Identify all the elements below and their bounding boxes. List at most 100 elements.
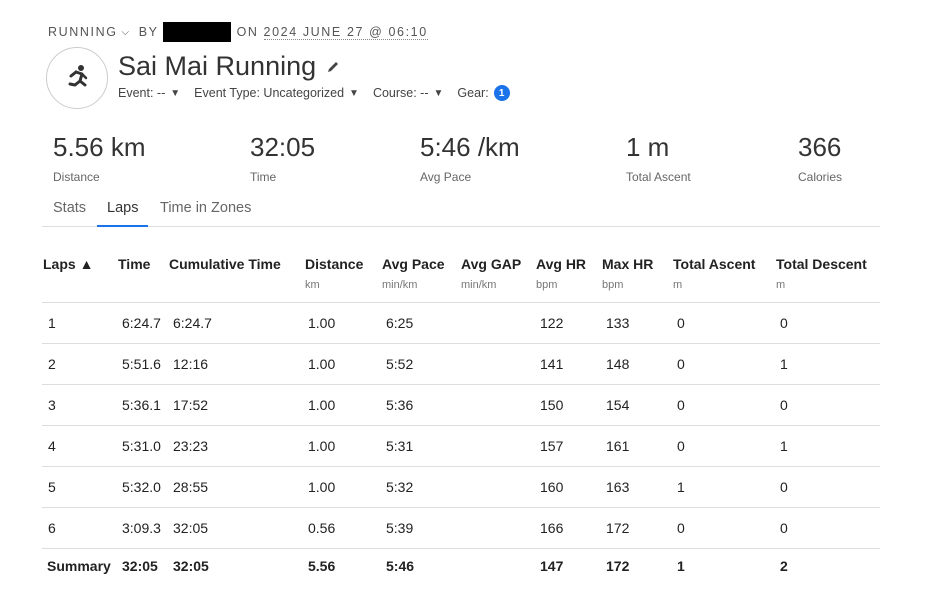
column-header-total-descent[interactable]: Total Descent m xyxy=(776,256,867,291)
activity-type-avatar xyxy=(46,47,108,109)
cell-time: 6:24.7 xyxy=(122,315,161,331)
cell-total-descent: 0 xyxy=(780,397,788,413)
cell-lap: 6 xyxy=(48,520,56,536)
gear-count-badge[interactable]: 1 xyxy=(493,85,510,101)
activity-datetime[interactable]: 2024 JUNE 27 @ 06:10 xyxy=(263,24,428,40)
cell-cumulative-time: 23:23 xyxy=(173,438,209,454)
chevron-down-icon[interactable]: ⌵ xyxy=(121,26,131,38)
cell-time: 5:31.0 xyxy=(122,438,161,454)
activity-meta: Event: -- ▼ Event Type: Uncategorized ▼ … xyxy=(118,85,524,101)
column-header-time[interactable]: Time xyxy=(118,256,151,272)
stat-time: 32:05 Time xyxy=(250,132,315,184)
summary-row: Summary 32:05 32:05 5.56 5:46 147 172 1 … xyxy=(42,549,880,589)
cell-avg-hr: 141 xyxy=(540,356,564,372)
cell-avg-hr: 150 xyxy=(540,397,564,413)
cell-avg-pace: 5:46 xyxy=(386,558,415,574)
stat-label: Time xyxy=(250,170,277,184)
cell-total-descent: 0 xyxy=(780,520,788,536)
stat-value: 366 xyxy=(798,132,842,162)
by-label: BY xyxy=(138,25,159,39)
cell-max-hr: 148 xyxy=(606,356,630,372)
cell-time: 5:32.0 xyxy=(122,479,161,495)
cell-distance: 1.00 xyxy=(308,397,336,413)
cell-max-hr: 163 xyxy=(606,479,630,495)
cell-avg-hr: 160 xyxy=(540,479,564,495)
column-header-distance[interactable]: Distance km xyxy=(305,256,364,291)
table-row: 3 5:36.1 17:52 1.00 5:36 150 154 0 0 xyxy=(42,385,880,426)
cell-total-ascent: 1 xyxy=(677,558,685,574)
tab-laps[interactable]: Laps xyxy=(97,200,149,227)
column-header-laps[interactable]: Laps ▲ xyxy=(43,256,94,272)
column-header-cumulative-time[interactable]: Cumulative Time xyxy=(169,256,281,272)
cell-avg-pace: 5:52 xyxy=(386,356,414,372)
table-row: 2 5:51.6 12:16 1.00 5:52 141 148 0 1 xyxy=(42,344,880,385)
on-label: ON xyxy=(236,25,259,39)
cell-lap: 1 xyxy=(48,315,56,331)
course-dropdown[interactable]: Course: -- ▼ xyxy=(373,86,443,100)
cell-total-descent: 1 xyxy=(780,438,788,454)
activity-tabs: Stats Laps Time in Zones xyxy=(42,195,880,227)
stat-value: 1 m xyxy=(626,132,670,162)
cell-cumulative-time: 28:55 xyxy=(173,479,209,495)
cell-cumulative-time: 32:05 xyxy=(173,520,209,536)
cell-cumulative-time: 6:24.7 xyxy=(173,315,212,331)
cell-time: 5:51.6 xyxy=(122,356,161,372)
laps-table: Laps ▲ Time Cumulative Time Distance km A… xyxy=(42,252,880,589)
cell-avg-hr: 147 xyxy=(540,558,564,574)
table-row: 6 3:09.3 32:05 0.56 5:39 166 172 0 0 xyxy=(42,508,880,549)
cell-cumulative-time: 12:16 xyxy=(173,356,209,372)
event-dropdown[interactable]: Event: -- ▼ xyxy=(118,86,180,100)
stat-label: Calories xyxy=(798,170,843,184)
stat-label: Distance xyxy=(53,170,100,184)
stat-label: Total Ascent xyxy=(626,170,691,184)
column-header-avg-gap[interactable]: Avg GAP min/km xyxy=(461,256,522,291)
cell-lap: 4 xyxy=(48,438,56,454)
event-type-dropdown[interactable]: Event Type: Uncategorized ▼ xyxy=(194,86,359,100)
cell-avg-pace: 5:39 xyxy=(386,520,414,536)
cell-avg-hr: 157 xyxy=(540,438,564,454)
running-person-icon xyxy=(68,65,88,87)
cell-cumulative-time: 17:52 xyxy=(173,397,209,413)
tab-time-in-zones[interactable]: Time in Zones xyxy=(160,200,252,216)
column-header-total-ascent[interactable]: Total Ascent m xyxy=(673,256,756,291)
cell-total-descent: 0 xyxy=(780,315,788,331)
tab-stats[interactable]: Stats xyxy=(53,200,87,216)
cell-total-descent: 1 xyxy=(780,356,788,372)
cell-distance: 1.00 xyxy=(308,438,336,454)
cell-distance: 0.56 xyxy=(308,520,336,536)
cell-lap: 5 xyxy=(48,479,56,495)
cell-max-hr: 172 xyxy=(606,520,630,536)
cell-max-hr: 161 xyxy=(606,438,630,454)
cell-cumulative-time: 32:05 xyxy=(173,558,209,574)
pencil-icon[interactable] xyxy=(326,60,340,74)
stat-distance: 5.56 km Distance xyxy=(53,132,146,184)
stat-value: 5.56 km xyxy=(53,132,146,162)
cell-total-descent: 2 xyxy=(780,558,788,574)
cell-max-hr: 154 xyxy=(606,397,630,413)
column-header-max-hr[interactable]: Max HR bpm xyxy=(602,256,654,291)
table-row: 5 5:32.0 28:55 1.00 5:32 160 163 1 0 xyxy=(42,467,880,508)
activity-title: Sai Mai Running xyxy=(118,51,340,82)
cell-lap: 3 xyxy=(48,397,56,413)
column-header-avg-pace[interactable]: Avg Pace min/km xyxy=(382,256,445,291)
cell-distance: 5.56 xyxy=(308,558,336,574)
caret-down-icon: ▼ xyxy=(349,87,359,99)
column-header-avg-hr[interactable]: Avg HR bpm xyxy=(536,256,587,291)
cell-total-descent: 0 xyxy=(780,479,788,495)
cell-total-ascent: 0 xyxy=(677,356,685,372)
cell-avg-pace: 5:36 xyxy=(386,397,414,413)
cell-distance: 1.00 xyxy=(308,356,336,372)
stat-total-ascent: 1 m Total Ascent xyxy=(626,132,691,184)
cell-avg-pace: 6:25 xyxy=(386,315,414,331)
stat-label: Avg Pace xyxy=(420,170,472,184)
cell-total-ascent: 0 xyxy=(677,520,685,536)
caret-down-icon: ▼ xyxy=(170,87,181,99)
cell-summary-label: Summary xyxy=(47,558,111,574)
stat-value: 5:46 /km xyxy=(420,132,520,162)
cell-avg-hr: 166 xyxy=(540,520,564,536)
activity-type-dropdown[interactable]: RUNNING xyxy=(48,25,118,39)
gear-link[interactable]: Gear: 1 xyxy=(457,85,510,101)
table-row: 4 5:31.0 23:23 1.00 5:31 157 161 0 1 xyxy=(42,426,880,467)
stat-avg-pace: 5:46 /km Avg Pace xyxy=(420,132,520,184)
stat-calories: 366 Calories xyxy=(798,132,842,184)
